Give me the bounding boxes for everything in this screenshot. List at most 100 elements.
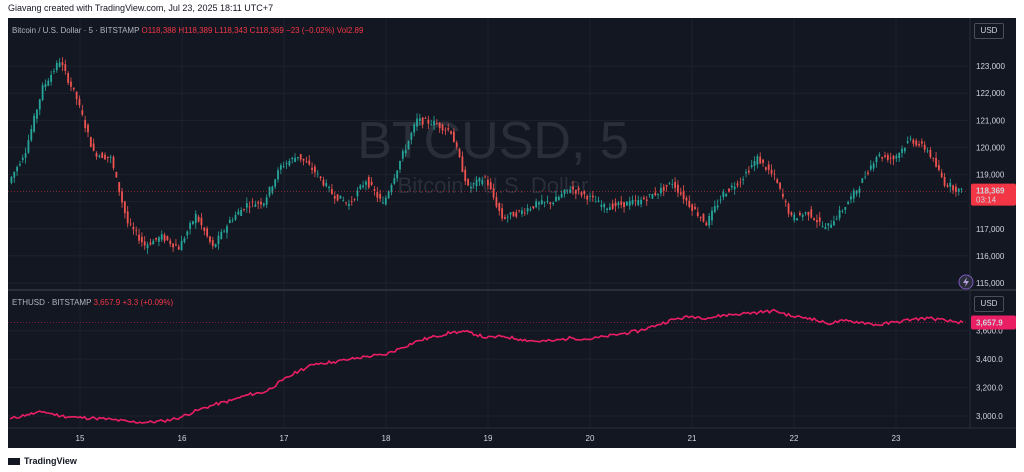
btc-candle-body	[237, 211, 240, 215]
btc-low: L118,343	[214, 26, 248, 35]
btc-candle-body	[123, 201, 126, 214]
time-tick-label: 16	[178, 434, 187, 443]
btc-candle-body	[404, 149, 407, 154]
btc-candle-body	[955, 186, 957, 192]
btc-candle-body	[764, 167, 767, 170]
time-tick-label: 17	[280, 434, 289, 443]
btc-candle-body	[92, 143, 95, 151]
eth-price-tag	[971, 315, 1016, 330]
btc-candle-body	[367, 176, 370, 188]
btc-candle-body	[458, 149, 461, 158]
btc-tick-label: 123,000	[976, 62, 1005, 71]
btc-candle-body	[143, 241, 146, 246]
btc-candle-body	[53, 70, 55, 72]
btc-symbol-label[interactable]: Bitcoin / U.S. Dollar · 5 · BITSTAMP	[12, 26, 140, 35]
btc-candle-body	[634, 200, 637, 202]
btc-candle-body	[192, 221, 194, 225]
eth-tick-label: 3,600.0	[976, 327, 1003, 336]
chart-canvas[interactable]: BTCUSD, 5 Bitcoin / U.S. Dollar 115,0001…	[8, 18, 1016, 448]
btc-candle-body	[781, 193, 784, 197]
btc-candle-body	[784, 200, 787, 203]
time-axis[interactable]: 15 16 17 18 19 20 21 22 23	[76, 434, 901, 443]
btc-candle-body	[841, 211, 844, 212]
btc-candle-body	[620, 201, 623, 205]
btc-candle-body	[560, 193, 563, 198]
btc-candle-body	[736, 183, 739, 186]
bolt-icon[interactable]	[958, 274, 974, 290]
btc-candle-body	[625, 201, 628, 206]
btc-candle-body	[733, 186, 736, 190]
btc-candle-body	[58, 62, 61, 67]
btc-candle-body	[512, 212, 515, 217]
btc-candle-body	[835, 218, 838, 220]
btc-candle-body	[10, 176, 13, 183]
btc-candle-body	[421, 117, 424, 125]
btc-candle-body	[711, 210, 713, 221]
btc-tick-label: 115,000	[976, 279, 1005, 288]
btc-candle-body	[211, 240, 214, 247]
btc-candle-body	[810, 209, 813, 218]
btc-candles	[8, 57, 968, 254]
eth-currency-button[interactable]: USD	[974, 296, 1004, 312]
btc-candle-body	[489, 182, 492, 190]
btc-candle-body	[728, 188, 730, 192]
btc-volume: Vol2.89	[336, 26, 364, 35]
btc-candle-body	[21, 157, 24, 160]
btc-candle-body	[617, 202, 620, 206]
btc-candle-body	[379, 193, 382, 199]
btc-candle-body	[203, 227, 206, 231]
btc-candle-body	[892, 155, 895, 160]
btc-candle-body	[699, 217, 702, 219]
btc-candle-body	[589, 195, 591, 197]
btc-candle-body	[274, 179, 277, 187]
chart-frame[interactable]: BTCUSD, 5 Bitcoin / U.S. Dollar 115,000 1…	[8, 18, 1016, 448]
btc-candle-body	[915, 140, 918, 146]
btc-candle-body	[688, 200, 691, 207]
btc-candle-body	[801, 214, 804, 217]
btc-candle-body	[767, 164, 770, 170]
eth-symbol-label[interactable]: ETHUSD · BITSTAMP	[12, 298, 92, 307]
btc-candle-body	[348, 203, 350, 206]
btc-candle-body	[586, 195, 589, 200]
btc-price-axis[interactable]: 115,000116,000117,000118,000119,000120,0…	[976, 62, 1005, 288]
btc-candle-body	[682, 190, 685, 200]
btc-candle-body	[912, 139, 915, 144]
btc-candle-body	[521, 210, 523, 214]
btc-candle-body	[305, 161, 308, 163]
time-tick-label: 20	[586, 434, 595, 443]
btc-candle-body	[745, 171, 747, 174]
btc-candle-body	[818, 217, 821, 222]
btc-candle-body	[492, 188, 495, 198]
btc-candle-body	[594, 201, 597, 203]
btc-candle-body	[13, 171, 16, 178]
btc-candle-body	[106, 156, 109, 158]
btc-candle-body	[679, 192, 682, 195]
btc-candle-body	[932, 157, 935, 159]
btc-tick-label: 120,000	[976, 143, 1005, 152]
btc-candle-body	[452, 131, 455, 143]
btc-candle-body	[662, 186, 665, 191]
btc-candle-body	[600, 204, 603, 207]
btc-candle-body	[418, 118, 421, 122]
btc-candle-body	[140, 236, 143, 243]
btc-candle-body	[705, 222, 708, 226]
btc-candle-body	[685, 197, 688, 201]
btc-tick-label: 116,000	[976, 252, 1005, 261]
btc-candle-body	[447, 128, 450, 130]
eth-price-axis[interactable]: 3,000.0 3,200.0 3,400.0 3,600.0	[976, 327, 1003, 421]
btc-candle-body	[850, 196, 852, 200]
btc-candle-body	[546, 201, 549, 202]
btc-candle-body	[98, 155, 101, 157]
btc-candle-body	[149, 242, 152, 245]
btc-candle-body	[506, 216, 509, 218]
btc-currency-button[interactable]: USD	[974, 23, 1004, 39]
btc-candle-body	[742, 179, 745, 181]
btc-candle-body	[279, 165, 282, 170]
btc-candle-body	[875, 157, 878, 163]
btc-candle-body	[597, 200, 600, 202]
btc-candle-body	[288, 161, 291, 166]
btc-candle-body	[89, 137, 92, 147]
tradingview-logo[interactable]: TradingView	[8, 456, 77, 466]
btc-candle-body	[918, 143, 920, 146]
btc-candle-body	[501, 208, 503, 219]
